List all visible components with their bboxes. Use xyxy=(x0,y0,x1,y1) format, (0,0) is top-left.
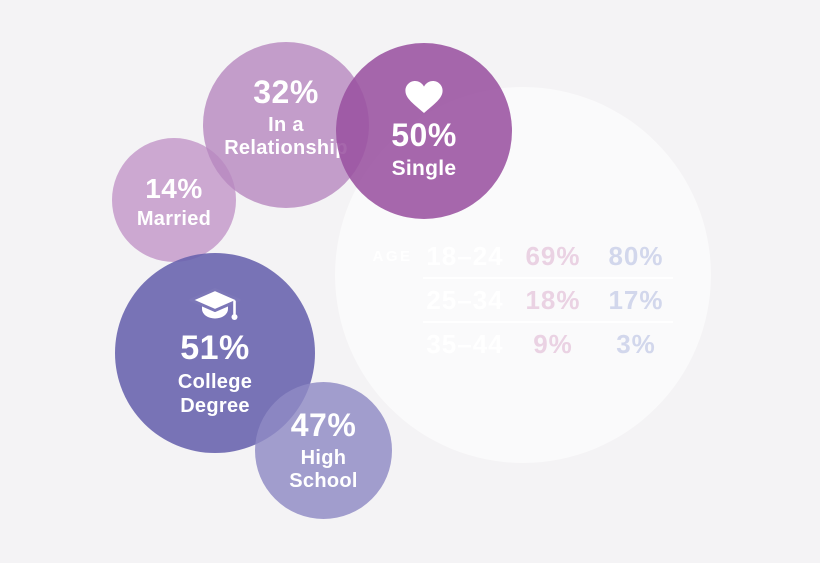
bubble-label: In a Relationship xyxy=(224,114,348,160)
table-divider xyxy=(423,321,673,323)
age-range-cell: 35–44 xyxy=(426,328,504,359)
age-table: AGE 18–24 69% 80% 25–34 18% 17% 35–44 9%… xyxy=(365,234,676,366)
graduation-cap-icon xyxy=(189,288,241,324)
age-pct-pink-cell: 69% xyxy=(525,240,581,271)
bubble-label-line2: Relationship xyxy=(224,136,348,159)
bubble-label-line1: In a xyxy=(268,113,304,136)
bubble-value: 50% xyxy=(391,116,457,153)
bubble-value: 47% xyxy=(290,407,357,444)
age-pct-pink-cell: 9% xyxy=(533,328,573,359)
age-table-grid: AGE 18–24 69% 80% 25–34 18% 17% 35–44 9%… xyxy=(365,234,676,366)
age-pct-blue-cell: 80% xyxy=(608,240,664,271)
age-range-cell: 25–34 xyxy=(426,284,504,315)
bubble-value: 51% xyxy=(180,329,250,368)
bubble-label: Married xyxy=(136,208,212,230)
age-range-cell: 18–24 xyxy=(426,240,504,271)
bubble-value: 14% xyxy=(145,172,203,204)
bubble-label: High School xyxy=(289,447,357,493)
age-pct-blue-cell: 3% xyxy=(616,328,656,359)
age-table-heading: AGE xyxy=(372,247,413,265)
bubble-label-line1: High xyxy=(300,447,347,470)
bubble-label: Single xyxy=(391,156,457,180)
bubble-label: College Degree xyxy=(178,371,252,417)
bubble-single: 50% Single xyxy=(336,43,512,219)
bubble-label-line2: Degree xyxy=(180,394,250,417)
bubble-label-line2: School xyxy=(289,470,358,493)
bubble-value: 32% xyxy=(253,73,319,110)
table-divider xyxy=(423,277,673,279)
age-pct-blue-cell: 17% xyxy=(608,284,664,315)
age-pct-pink-cell: 18% xyxy=(525,284,581,315)
bubble-high-school: 47% High School xyxy=(255,382,392,519)
bubble-label-line1: College xyxy=(177,371,253,394)
heart-icon xyxy=(405,80,443,113)
